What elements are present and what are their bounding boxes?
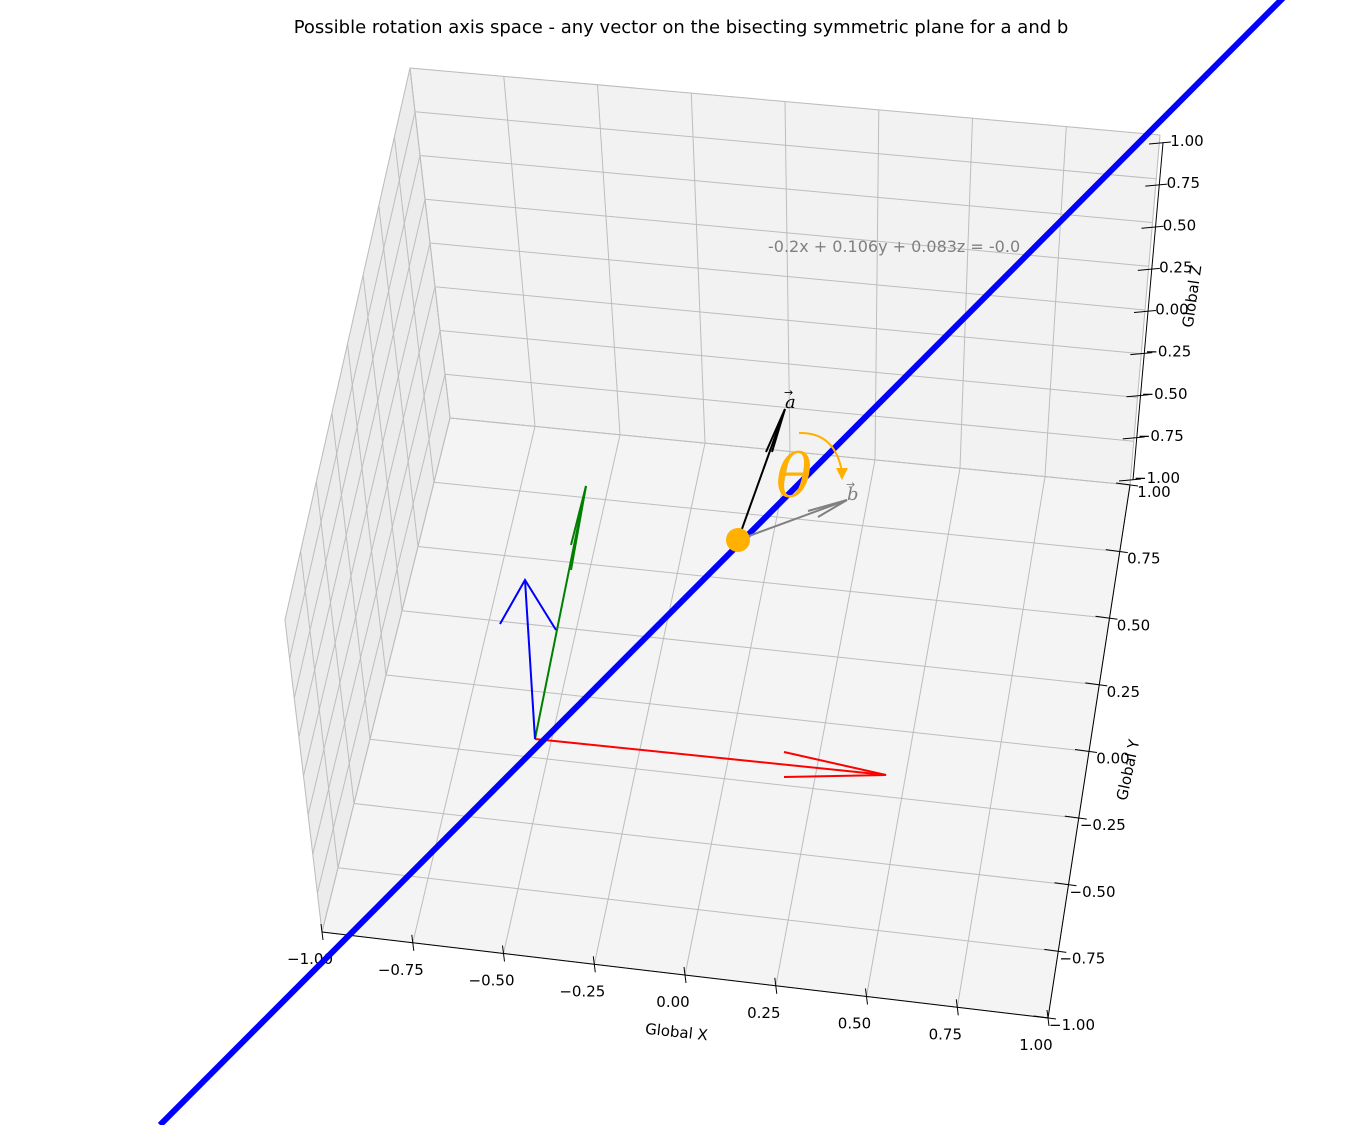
chart-title: Possible rotation axis space - any vecto… <box>294 17 1069 38</box>
y-tick-mark <box>1044 948 1067 953</box>
grid-line-y <box>369 738 1079 819</box>
y-tick-label: 0.00 <box>1096 750 1129 768</box>
y-tick-mark <box>1105 549 1128 554</box>
y-tick-label: 0.75 <box>1127 550 1160 568</box>
vector-a-arrow <box>737 408 786 541</box>
y-tick-label: −1.00 <box>1049 1016 1095 1034</box>
grid-line-y <box>417 546 1110 619</box>
grid-line-z <box>434 286 1142 355</box>
vector-b-label: b <box>847 484 859 505</box>
z-tick-label: −0.25 <box>1145 343 1191 361</box>
grid-line-z <box>449 417 1131 486</box>
x-tick-label: 1.00 <box>1019 1036 1052 1054</box>
z-tick-mark <box>1137 267 1160 271</box>
grid-line-z-wall <box>307 286 436 816</box>
grid-line-z-wall <box>284 67 411 621</box>
y-tick-mark <box>1095 615 1118 620</box>
z-axis-arrow <box>499 578 557 740</box>
y-tick-mark <box>1115 482 1139 487</box>
x-tick-mark <box>955 999 959 1016</box>
z-tick-label: 0.75 <box>1167 174 1200 192</box>
grid-line-z <box>419 155 1153 223</box>
y-axis-arrow <box>534 485 587 740</box>
y-tick-label: −0.25 <box>1080 816 1126 834</box>
x-tick-label: −0.75 <box>378 961 424 979</box>
ticks: −1.00 −0.75 −0.50 −0.25 0.00 0.25 0.50 0.75 1.00… <box>287 132 1204 1054</box>
y-tick-label: 0.25 <box>1107 683 1140 701</box>
z-tick-label: 0.50 <box>1163 216 1196 234</box>
grid-line-y <box>433 481 1120 553</box>
vector-a-label: a <box>785 392 796 413</box>
plane-equation-label: -0.2x + 0.106y + 0.083z = -0.0 <box>768 237 1020 256</box>
x-tick-mark <box>592 956 596 973</box>
x-tick-mark <box>320 923 324 941</box>
x-tick-mark <box>774 977 778 994</box>
grid-line-z-wall <box>303 242 431 777</box>
z-tick-mark <box>1126 394 1149 398</box>
y-tick-mark <box>1033 1015 1057 1020</box>
angle-label: θ <box>776 442 812 512</box>
z-tick-label: −1.00 <box>1134 469 1180 487</box>
x-tick-label: −0.25 <box>559 982 605 1000</box>
y-tick-label: 1.00 <box>1137 483 1170 501</box>
z-tick-mark <box>1141 225 1164 229</box>
z-tick-label: 1.00 <box>1170 132 1203 150</box>
grid-line-z-wall <box>289 111 416 660</box>
y-tick-mark <box>1085 682 1108 687</box>
z-tick-mark <box>1122 436 1145 440</box>
x-tick-label: 0.50 <box>838 1015 871 1033</box>
grid-line-z <box>439 330 1138 398</box>
angle-arc <box>798 431 843 473</box>
vector-a-arrow-mark: → <box>784 386 793 399</box>
x-tick-label: 0.75 <box>929 1025 962 1043</box>
x-axis-label: Global X <box>644 1020 708 1044</box>
grid-line-z-wall <box>316 374 446 894</box>
y-axis-label: Global Y <box>1113 737 1144 802</box>
z-tick-mark <box>1118 478 1142 482</box>
z-tick-mark <box>1130 352 1153 356</box>
grid-line-z <box>414 111 1157 180</box>
z-tick-mark <box>1133 310 1157 313</box>
vector-b-arrow-mark: → <box>846 478 855 491</box>
floor-pane <box>321 417 1131 1019</box>
x-tick-mark <box>502 945 505 962</box>
grid-line-z-wall <box>312 330 441 855</box>
grid-line-z-wall <box>293 155 421 699</box>
z-tick-label: 0.25 <box>1159 258 1192 276</box>
y-tick-mark <box>1064 815 1087 820</box>
x-tick-mark <box>865 988 868 1005</box>
grid-line-z <box>409 67 1161 136</box>
x-tick-mark <box>683 966 687 984</box>
origin-point <box>726 528 750 552</box>
y-tick-label: 0.50 <box>1117 616 1150 634</box>
z-tick-mark <box>1148 141 1172 145</box>
vector-b-arrow <box>737 499 848 541</box>
x-tick-mark <box>411 934 415 951</box>
grid-line-z-wall <box>298 199 426 738</box>
y-tick-label: −0.75 <box>1059 949 1105 967</box>
x-tick-label: 0.25 <box>747 1004 780 1022</box>
grid-line-y <box>337 867 1059 952</box>
z-tick-mark <box>1145 183 1168 187</box>
z-tick-label: 0.00 <box>1155 301 1188 319</box>
z-tick-label: −0.50 <box>1142 385 1188 403</box>
grid-line-y <box>401 610 1100 686</box>
z-tick-label: −0.75 <box>1138 427 1184 445</box>
grid-line-z <box>444 373 1134 442</box>
grid-line-y <box>353 803 1069 886</box>
x-tick-label: −0.50 <box>469 972 515 990</box>
x-axis-arrow <box>534 738 887 778</box>
grid-line-z-wall <box>321 417 451 933</box>
rotation-axis-line <box>157 0 1286 1125</box>
y-tick-mark <box>1054 882 1077 887</box>
y-tick-mark <box>1074 749 1098 753</box>
x-tick-label: 0.00 <box>656 993 689 1011</box>
y-tick-label: −0.50 <box>1070 883 1116 901</box>
grid-line-z <box>429 242 1146 311</box>
angle-arc-head <box>836 468 848 480</box>
grid-line-y <box>385 674 1090 752</box>
